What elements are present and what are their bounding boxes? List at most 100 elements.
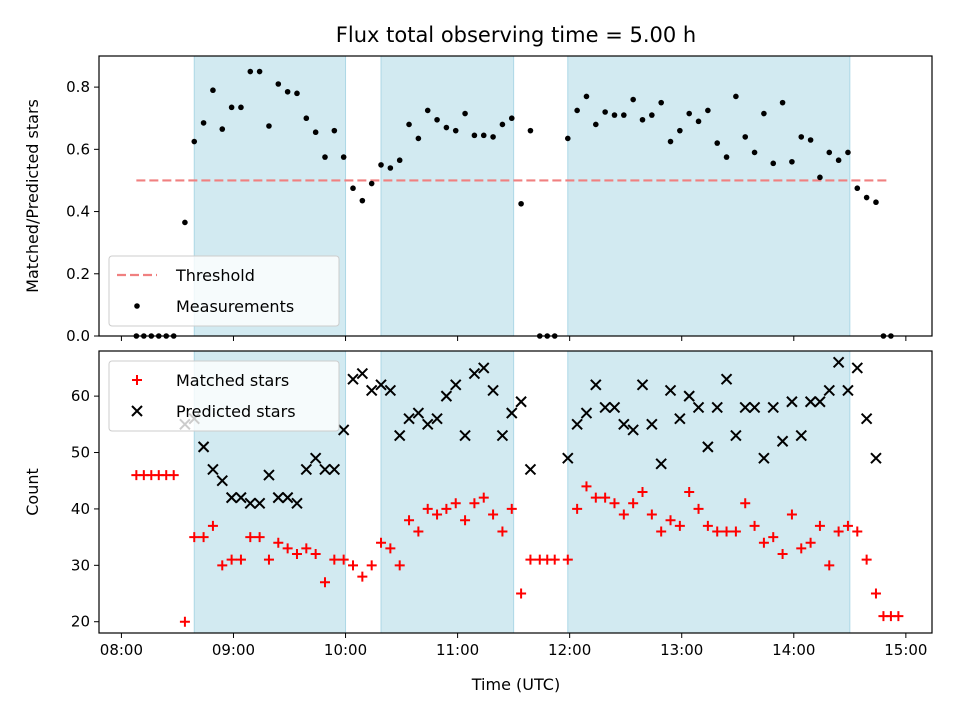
data-point	[842, 520, 853, 531]
data-point	[273, 537, 284, 548]
y-tick-label: 60	[71, 387, 90, 405]
data-point	[235, 554, 246, 565]
data-point	[424, 107, 431, 114]
data-point	[549, 554, 560, 565]
data-point	[630, 96, 636, 103]
data-point	[740, 498, 751, 509]
data-point	[168, 470, 179, 481]
data-point	[216, 475, 228, 487]
chart-title: Flux total observing time = 5.00 h	[336, 23, 696, 47]
data-point	[851, 362, 863, 374]
data-point	[478, 492, 489, 503]
data-point	[337, 424, 350, 436]
data-point	[758, 537, 769, 548]
data-point	[817, 174, 823, 181]
data-point	[272, 491, 285, 504]
data-point	[636, 379, 649, 391]
data-point	[219, 126, 226, 132]
bottom-panel-counts: 20 30 40 50 60 08:00 09:00 10:00 11:00 12:00 13:00…	[23, 350, 933, 659]
legend: Matched stars Predicted stars	[108, 360, 340, 432]
data-point	[824, 560, 835, 571]
data-point	[693, 503, 704, 514]
data-point	[692, 401, 705, 414]
data-point	[835, 157, 842, 164]
data-point	[459, 429, 471, 442]
data-point	[385, 543, 396, 554]
data-point	[590, 379, 602, 391]
legend-swatch	[132, 375, 142, 385]
data-point	[432, 509, 443, 520]
data-point	[488, 509, 499, 520]
data-point	[365, 384, 378, 397]
y-tick-label: 50	[71, 444, 90, 462]
data-point	[593, 121, 599, 128]
y-tick-label: 0.2	[66, 265, 90, 283]
data-point	[798, 134, 805, 140]
data-point	[677, 127, 683, 134]
data-point	[226, 554, 237, 565]
data-point	[863, 194, 870, 201]
data-point	[413, 526, 424, 537]
data-point	[496, 429, 509, 442]
data-point	[730, 526, 741, 537]
data-point	[684, 487, 695, 497]
data-point	[253, 497, 266, 509]
x-tick-label: 11:00	[436, 641, 479, 659]
data-point	[303, 115, 310, 122]
data-point	[347, 373, 359, 385]
observing-window-3	[567, 350, 851, 634]
data-point	[254, 532, 265, 543]
data-point	[207, 463, 219, 476]
legend-box	[108, 255, 340, 327]
data-point	[572, 503, 583, 514]
plot-frame	[98, 350, 933, 634]
data-point	[394, 560, 405, 571]
data-point	[275, 81, 282, 87]
data-point	[207, 520, 218, 531]
data-point	[471, 132, 478, 139]
x-tick-label: 08:00	[100, 641, 143, 659]
data-point	[357, 571, 368, 582]
data-point	[667, 138, 674, 145]
data-point	[404, 515, 415, 526]
data-point	[777, 549, 788, 560]
data-point	[562, 452, 574, 464]
data-point	[873, 199, 879, 206]
legend: Threshold Measurements	[108, 255, 340, 327]
x-axis-label: Time (UTC)	[471, 675, 560, 694]
data-point	[870, 452, 882, 464]
data-point	[499, 121, 506, 128]
data-point	[768, 532, 779, 543]
data-point	[674, 520, 685, 531]
data-point	[786, 509, 797, 520]
data-point	[301, 543, 312, 554]
data-point	[779, 99, 786, 106]
data-point	[480, 132, 487, 139]
data-point	[198, 532, 209, 543]
data-point	[487, 384, 499, 397]
data-point	[832, 356, 845, 368]
data-point	[842, 384, 854, 397]
data-point	[366, 560, 377, 571]
data-point	[375, 379, 387, 391]
data-point	[468, 367, 481, 380]
data-point	[621, 112, 627, 118]
data-point	[714, 140, 721, 146]
data-point	[415, 135, 422, 142]
data-point	[804, 396, 817, 408]
data-point	[749, 520, 760, 531]
data-point	[210, 87, 216, 94]
top-panel-ratio: 0.0 0.2 0.4 0.6 0.8 Matched/Predicted stars Th…	[23, 55, 933, 345]
data-point	[665, 515, 676, 526]
data-point	[508, 115, 515, 122]
x-tick-label: 12:00	[548, 641, 591, 659]
data-point	[627, 424, 639, 436]
data-point	[440, 390, 453, 402]
data-point	[309, 452, 322, 464]
data-point	[807, 137, 814, 143]
observing-window-2	[380, 55, 515, 337]
data-point	[396, 157, 403, 164]
data-point	[322, 154, 328, 160]
data-point	[450, 498, 461, 509]
